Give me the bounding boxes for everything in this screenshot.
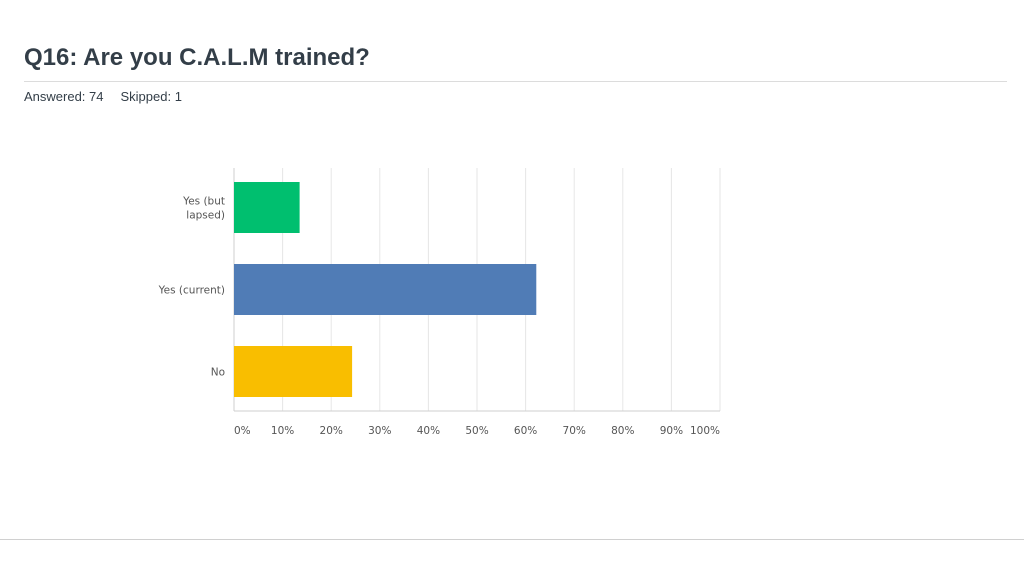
x-tick-label-90: 90% — [660, 425, 683, 437]
bar-2 — [234, 346, 353, 397]
x-tick-label-60: 60% — [514, 425, 537, 437]
bar-1 — [234, 264, 537, 315]
x-tick-label-80: 80% — [611, 425, 634, 437]
category-label-2: No — [211, 367, 225, 379]
category-label-0-line-1: lapsed) — [186, 210, 225, 222]
page-title: Q16: Are you C.A.L.M trained? — [24, 44, 370, 71]
x-tick-label-0: 0% — [234, 425, 251, 437]
x-tick-label-40: 40% — [417, 425, 440, 437]
x-tick-label-100: 100% — [690, 425, 720, 437]
category-label-0-line-0: Yes (but — [182, 196, 225, 208]
bar-0 — [234, 182, 300, 233]
response-stats: Answered: 74 Skipped: 1 — [24, 89, 182, 104]
x-tick-label-70: 70% — [563, 425, 586, 437]
skipped-count: Skipped: 1 — [120, 89, 182, 104]
answered-count: Answered: 74 — [24, 89, 104, 104]
x-tick-label-50: 50% — [465, 425, 488, 437]
x-tick-label-20: 20% — [320, 425, 343, 437]
category-label-1: Yes (current) — [158, 285, 225, 297]
x-tick-label-10: 10% — [271, 425, 294, 437]
x-tick-label-30: 30% — [368, 425, 391, 437]
footer-divider — [0, 539, 1024, 540]
title-divider — [24, 81, 1007, 82]
